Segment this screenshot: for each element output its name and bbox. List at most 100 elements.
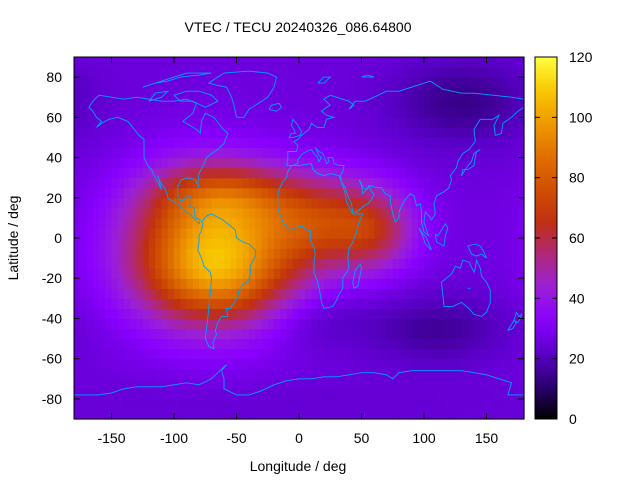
heatmap-cell bbox=[492, 328, 500, 340]
heatmap-cell bbox=[380, 227, 388, 239]
heatmap-cell bbox=[136, 67, 144, 78]
heatmap-cell bbox=[80, 358, 88, 370]
heatmap-cell bbox=[261, 358, 269, 370]
heatmap-cell bbox=[486, 368, 494, 380]
heatmap-cell bbox=[386, 167, 394, 179]
heatmap-cell bbox=[224, 358, 231, 370]
heatmap-cell bbox=[467, 258, 475, 269]
heatmap-cell bbox=[392, 238, 400, 249]
heatmap-cell bbox=[249, 127, 256, 139]
heatmap-cell bbox=[274, 288, 281, 299]
heatmap-cell bbox=[405, 77, 413, 88]
heatmap-cell bbox=[480, 127, 488, 139]
heatmap-cell bbox=[417, 187, 425, 199]
heatmap-cell bbox=[199, 298, 206, 309]
heatmap-cell bbox=[461, 57, 469, 68]
heatmap-cell bbox=[242, 278, 250, 289]
heatmap-cell bbox=[255, 147, 263, 159]
heatmap-cell bbox=[399, 268, 406, 279]
heatmap-cell bbox=[361, 177, 369, 189]
heatmap-cell bbox=[236, 57, 244, 68]
heatmap-cell bbox=[124, 278, 131, 289]
heatmap-cell bbox=[386, 378, 394, 390]
heatmap-cell bbox=[105, 338, 113, 350]
heatmap-cell bbox=[74, 398, 81, 410]
heatmap-cell bbox=[480, 358, 488, 370]
heatmap-cell bbox=[380, 258, 388, 269]
heatmap-cell bbox=[261, 248, 269, 259]
heatmap-cell bbox=[267, 177, 275, 189]
heatmap-cell bbox=[180, 177, 188, 189]
heatmap-cell bbox=[124, 318, 131, 330]
heatmap-cell bbox=[299, 107, 306, 118]
heatmap-cell bbox=[117, 408, 125, 420]
heatmap-cell bbox=[436, 67, 444, 78]
heatmap-cell bbox=[192, 227, 200, 239]
heatmap-cell bbox=[174, 268, 181, 279]
heatmap-cell bbox=[249, 87, 256, 98]
heatmap-cell bbox=[311, 77, 319, 88]
heatmap-cell bbox=[292, 388, 300, 400]
heatmap-cell bbox=[336, 77, 344, 88]
heatmap-cell bbox=[505, 97, 513, 108]
heatmap-cell bbox=[417, 77, 425, 88]
heatmap-cell bbox=[499, 207, 506, 219]
heatmap-cell bbox=[499, 238, 506, 249]
heatmap-cell bbox=[474, 117, 481, 128]
heatmap-cell bbox=[380, 348, 388, 360]
heatmap-cell bbox=[499, 227, 506, 239]
heatmap-cell bbox=[280, 87, 288, 98]
heatmap-cell bbox=[217, 308, 225, 320]
heatmap-cell bbox=[486, 167, 494, 179]
heatmap-cell bbox=[105, 378, 113, 390]
heatmap-cell bbox=[417, 177, 425, 189]
heatmap-cell bbox=[111, 187, 119, 199]
heatmap-cell bbox=[117, 207, 125, 219]
heatmap-cell bbox=[399, 278, 406, 289]
heatmap-cell bbox=[317, 368, 325, 380]
heatmap-cell bbox=[436, 348, 444, 360]
heatmap-cell bbox=[474, 77, 481, 88]
heatmap-cell bbox=[411, 207, 419, 219]
heatmap-cell bbox=[436, 338, 444, 350]
heatmap-cell bbox=[186, 227, 194, 239]
heatmap-cell bbox=[99, 368, 106, 380]
heatmap-cell bbox=[299, 328, 306, 340]
heatmap-cell bbox=[505, 57, 513, 68]
heatmap-cell bbox=[236, 388, 244, 400]
heatmap-cell bbox=[205, 167, 213, 179]
heatmap-cell bbox=[411, 147, 419, 159]
heatmap-cell bbox=[92, 187, 100, 199]
x-tick-label: 100 bbox=[412, 430, 436, 446]
heatmap-cell bbox=[499, 398, 506, 410]
heatmap-cell bbox=[442, 348, 450, 360]
heatmap-cell bbox=[424, 197, 431, 209]
heatmap-cell bbox=[186, 137, 194, 149]
heatmap-cell bbox=[424, 127, 431, 139]
heatmap-cell bbox=[236, 167, 244, 179]
heatmap-cell bbox=[386, 127, 394, 139]
x-tick-label: -150 bbox=[97, 430, 125, 446]
heatmap-cell bbox=[267, 147, 275, 159]
heatmap-cell bbox=[411, 368, 419, 380]
heatmap-cell bbox=[424, 147, 431, 159]
heatmap-cell bbox=[80, 288, 88, 299]
heatmap-cell bbox=[142, 408, 150, 420]
heatmap-cell bbox=[111, 227, 119, 239]
heatmap-cell bbox=[92, 268, 100, 279]
heatmap-cell bbox=[242, 157, 250, 169]
heatmap-cell bbox=[224, 378, 231, 390]
heatmap-cell bbox=[280, 348, 288, 360]
heatmap-cell bbox=[211, 217, 219, 229]
heatmap-cell bbox=[405, 368, 413, 380]
heatmap-cell bbox=[324, 358, 331, 370]
heatmap-cell bbox=[99, 328, 106, 340]
heatmap-cell bbox=[311, 117, 319, 128]
heatmap-cell bbox=[386, 217, 394, 229]
heatmap-cell bbox=[361, 298, 369, 309]
heatmap-cell bbox=[336, 348, 344, 360]
heatmap-cell bbox=[424, 67, 431, 78]
heatmap-cell bbox=[205, 67, 213, 78]
heatmap-cell bbox=[455, 318, 463, 330]
heatmap-cell bbox=[411, 67, 419, 78]
